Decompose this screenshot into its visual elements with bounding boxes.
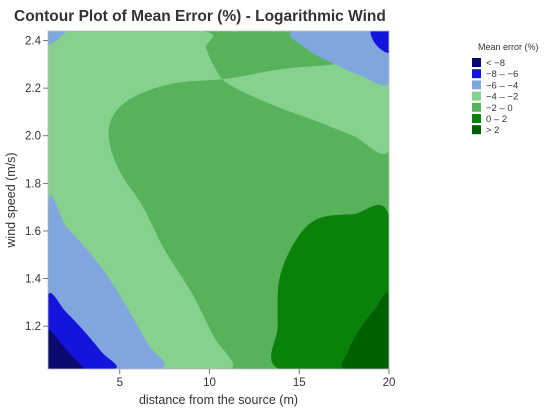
- y-tick-label: 1.6: [25, 226, 41, 238]
- y-tick-label: 1.8: [25, 178, 41, 190]
- y-tick-label: 2.2: [25, 83, 41, 95]
- legend-title: Mean error (%): [478, 42, 539, 52]
- x-tick-label: 20: [383, 377, 396, 389]
- legend-label: > 2: [486, 125, 499, 136]
- plot-frame: [47, 30, 390, 370]
- legend-swatch: [472, 58, 481, 67]
- y-tick-label: 2.4: [25, 36, 42, 48]
- legend-swatch: [472, 125, 481, 135]
- legend-label: −8 – −6: [486, 69, 518, 80]
- legend-swatch: [472, 69, 481, 79]
- y-tick-label: 2.0: [25, 131, 41, 143]
- legend-swatch: [472, 114, 481, 123]
- x-axis-label: distance from the source (m): [139, 393, 298, 407]
- y-tick-label: 1.2: [25, 321, 41, 333]
- legend-swatch: [472, 80, 481, 90]
- y-tick-label: 1.4: [25, 274, 42, 286]
- contour-region: [48, 31, 66, 46]
- x-tick-label: 5: [117, 377, 123, 389]
- y-axis: 1.2 1.4 1.6 1.8 2.0 2.2 2.4: [25, 36, 48, 333]
- legend-label: −4 – −2: [486, 92, 518, 103]
- x-tick-label: 10: [203, 377, 216, 389]
- contour-region: [48, 330, 84, 369]
- legend-label: −6 – −4: [486, 80, 518, 91]
- x-axis: 5 10 15 20: [117, 369, 396, 389]
- legend-label: 0 – 2: [486, 114, 507, 125]
- chart-title: Contour Plot of Mean Error (%) - Logarit…: [14, 8, 386, 25]
- contour-regions: [48, 31, 389, 369]
- legend-label: < −8: [486, 58, 505, 69]
- legend-swatch: [472, 91, 481, 101]
- contour-region: [48, 31, 389, 369]
- contour-region: [370, 31, 389, 53]
- contour-region: [341, 292, 389, 369]
- legend: Mean error (%) < −8−8 – −6−6 – −4−4 – −2…: [472, 42, 539, 136]
- contour-region: [271, 204, 389, 369]
- legend-swatch: [472, 102, 481, 112]
- x-tick-label: 15: [293, 377, 306, 389]
- contour-region: [289, 31, 389, 86]
- y-axis-label: wind speed (m/s): [4, 152, 18, 248]
- legend-label: −2 – 0: [486, 103, 513, 114]
